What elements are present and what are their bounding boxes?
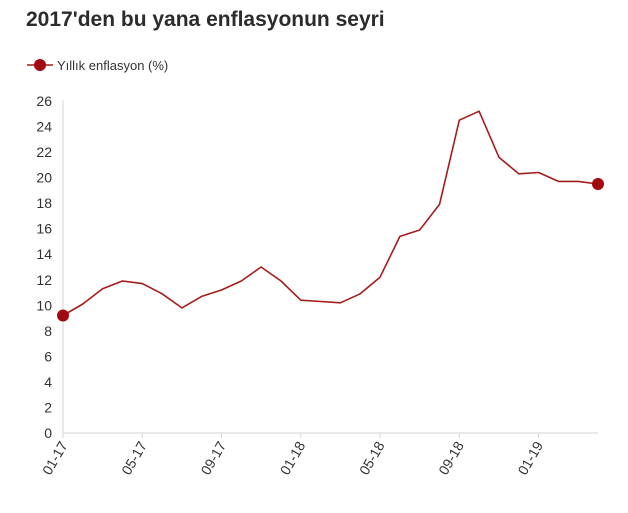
x-tick-label: 01-19 xyxy=(514,438,546,477)
legend-marker-icon xyxy=(27,55,53,75)
x-tick-label: 05-17 xyxy=(118,438,150,477)
x-tick-label: 01-17 xyxy=(39,438,71,477)
y-tick-label: 22 xyxy=(36,144,52,160)
x-tick-label: 05-18 xyxy=(356,438,388,477)
y-tick-label: 26 xyxy=(36,93,52,109)
y-tick-label: 20 xyxy=(36,170,52,186)
y-tick-label: 0 xyxy=(44,425,52,441)
y-tick-label: 16 xyxy=(36,221,52,237)
legend-label: Yıllık enflasyon (%) xyxy=(57,57,169,73)
y-tick-label: 2 xyxy=(44,399,52,415)
y-tick-label: 6 xyxy=(44,348,52,364)
chart-title: 2017'den bu yana enflasyonun seyri xyxy=(26,8,385,31)
series-line xyxy=(62,110,599,317)
y-tick-label: 14 xyxy=(36,246,52,262)
y-tick-label: 4 xyxy=(44,374,52,390)
x-tick-label: 09-17 xyxy=(197,438,229,477)
y-tick-label: 18 xyxy=(36,195,52,211)
x-tick-label: 01-18 xyxy=(277,438,309,477)
x-tick-label: 09-18 xyxy=(435,438,467,477)
endpoint-marker xyxy=(57,309,69,322)
legend: Yıllık enflasyon (%) xyxy=(27,55,168,75)
y-tick-label: 24 xyxy=(36,119,52,135)
y-tick-label: 12 xyxy=(36,272,52,288)
y-tick-label: 10 xyxy=(36,297,52,313)
endpoint-marker xyxy=(592,178,604,190)
y-tick-label: 8 xyxy=(44,323,52,339)
